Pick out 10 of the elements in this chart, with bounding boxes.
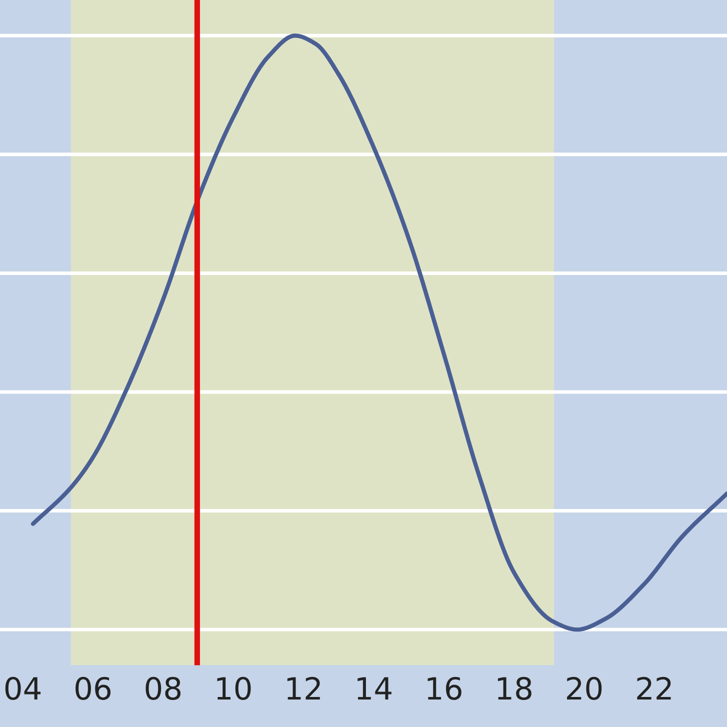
x-tick-label: 06 <box>76 676 110 700</box>
x-tick-label: 16 <box>428 676 462 700</box>
x-tick-label: 12 <box>287 676 320 700</box>
x-tick-label: 20 <box>566 676 602 700</box>
x-tick-label: 14 <box>358 677 392 700</box>
x-tick-label: 10 <box>217 676 251 700</box>
x-tick-label: 08 <box>146 676 181 700</box>
x-tick-label: 04 <box>5 676 41 700</box>
x-tick-label: 22 <box>637 676 671 700</box>
x-tick-label: 18 <box>498 676 532 700</box>
